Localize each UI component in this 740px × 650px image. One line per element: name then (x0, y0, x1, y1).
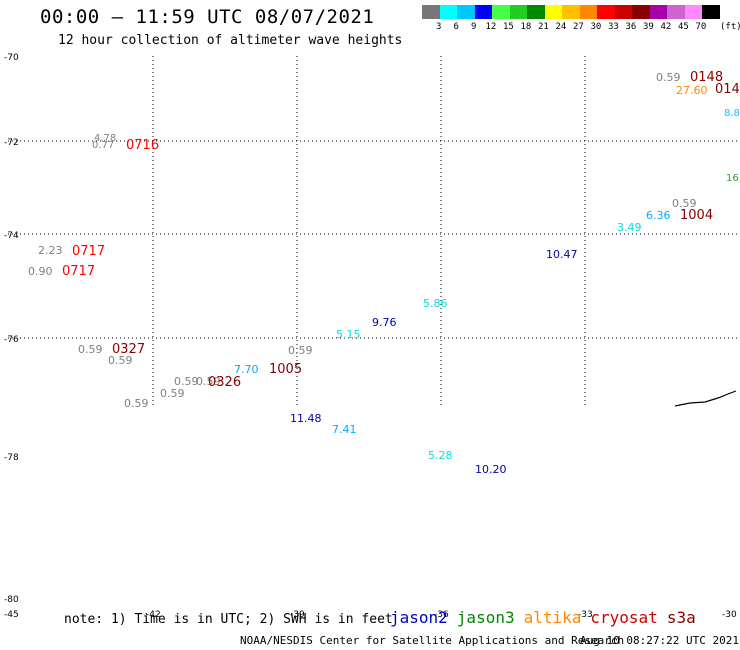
legend-swatch (597, 5, 615, 19)
satellite-jason2: jason2 (390, 608, 448, 627)
legend-label: 18 (520, 22, 532, 32)
wave-height-label: 0.59 (108, 354, 133, 367)
lon-label: -33 (578, 610, 593, 620)
lon-label: -45 (4, 610, 19, 620)
wave-height-label: 0.59 (196, 375, 221, 388)
legend-swatch (544, 5, 562, 19)
legend-label: 70 (695, 22, 707, 32)
color-legend-labels: 3 6 9 12 15 18 21 24 27 30 33 36 39 42 45 70 (ft) (422, 22, 740, 34)
legend-swatch (527, 5, 545, 19)
wave-height-label: 11.48 (290, 412, 322, 425)
wave-height-label: 16. (726, 173, 740, 184)
lat-label: -70 (4, 53, 19, 63)
wave-height-label: 6.36 (646, 209, 671, 222)
lat-label: -72 (4, 138, 19, 148)
legend-swatch (509, 5, 527, 19)
wave-height-label: 5.15 (336, 328, 361, 341)
coastline (674, 390, 737, 407)
page-subtitle: 12 hour collection of altimeter wave hei… (58, 33, 403, 48)
legend-swatch (632, 5, 650, 19)
wave-height-label: 0716 (126, 138, 159, 153)
legend-label: 15 (503, 22, 514, 32)
lat-label: -80 (4, 595, 19, 605)
wave-height-label: 9.76 (372, 316, 397, 329)
legend-label: 27 (573, 22, 584, 32)
wave-height-label: 8.8 (724, 108, 740, 119)
legend-swatch (684, 5, 702, 19)
satellite-altika: altika (523, 608, 582, 627)
lon-label: -36 (434, 610, 449, 620)
wave-height-label: 5.28 (428, 449, 453, 462)
wave-height-label: 014 (715, 82, 740, 97)
legend-label: 39 (643, 22, 654, 32)
satellite-jason3: jason3 (456, 608, 515, 627)
wave-height-label: 0.59 (78, 343, 103, 356)
lon-label: -42 (146, 610, 161, 620)
footer-credit: NOAA/NESDIS Center for Satellite Applica… (240, 634, 625, 647)
wave-height-label: 5.86 (423, 297, 448, 310)
legend-swatch (579, 5, 597, 19)
wave-height-label: 7.41 (332, 423, 357, 436)
legend-swatch (474, 5, 492, 19)
lat-label: -76 (4, 335, 19, 345)
legend-swatch (439, 5, 457, 19)
legend-label: 30 (590, 22, 602, 32)
wave-height-label: 0.59 (288, 344, 313, 357)
wave-height-label: 0326 (208, 375, 241, 390)
page-title: 00:00 – 11:59 UTC 08/07/2021 (40, 6, 375, 28)
wave-height-label: 3.49 (617, 221, 642, 234)
legend-swatch (702, 5, 720, 19)
wave-height-label: 4.78 (94, 133, 116, 144)
wave-height-label: 0.59 (656, 71, 681, 84)
legend-label: 9 (471, 22, 477, 32)
lat-label: -74 (4, 231, 19, 241)
legend-swatch (422, 5, 440, 19)
wave-height-label: 2.23 (38, 244, 63, 257)
legend-label: 24 (555, 22, 567, 32)
wave-height-label: 0.59 (160, 387, 185, 400)
footer-note: note: 1) Time is in UTC; 2) SWH is in fe… (64, 612, 393, 627)
wave-height-label: 0.59 (672, 197, 697, 210)
legend-label: 12 (485, 22, 497, 32)
wave-height-label: 0327 (112, 342, 145, 357)
satellite-legend: jason2 jason3 altika cryosat s3a (390, 608, 705, 627)
legend-label: 36 (625, 22, 637, 32)
legend-label: 42 (660, 22, 672, 32)
lat-label: -78 (4, 453, 19, 463)
legend-label: 6 (453, 22, 459, 32)
legend-swatch (667, 5, 685, 19)
legend-swatch (614, 5, 632, 19)
wave-height-label: 0717 (62, 264, 95, 279)
wave-height-label: 1005 (269, 362, 302, 377)
legend-swatch (649, 5, 667, 19)
wave-height-label: 10.47 (546, 248, 578, 261)
legend-label: 21 (538, 22, 549, 32)
wave-height-label: 0148 (690, 70, 723, 85)
wave-height-label: 0.77 (92, 140, 114, 151)
legend-label: 3 (436, 22, 442, 32)
legend-unit: (ft) (720, 22, 740, 32)
lon-label: -39 (290, 610, 305, 620)
wave-height-label: 7.70 (234, 363, 259, 376)
wave-height-label: 27.60 (676, 84, 708, 97)
satellite-cryosat: cryosat (590, 608, 658, 627)
wave-height-label: 1004 (680, 208, 713, 223)
lon-label: -30 (722, 610, 737, 620)
legend-label: 33 (608, 22, 619, 32)
legend-swatch (457, 5, 475, 19)
legend-label: 45 (678, 22, 689, 32)
wave-height-label: 0.59 (124, 397, 149, 410)
legend-swatch (492, 5, 510, 19)
footer-timestamp: Aug 10 08:27:22 UTC 2021 (580, 634, 739, 647)
wave-height-label: 0.59 (174, 375, 199, 388)
wave-height-label: 10.20 (475, 463, 507, 476)
wave-height-label: 0717 (72, 244, 105, 259)
color-legend (422, 5, 720, 21)
satellite-s3a: s3a (666, 608, 696, 627)
legend-swatch (562, 5, 580, 19)
wave-height-label: 0.90 (28, 265, 53, 278)
